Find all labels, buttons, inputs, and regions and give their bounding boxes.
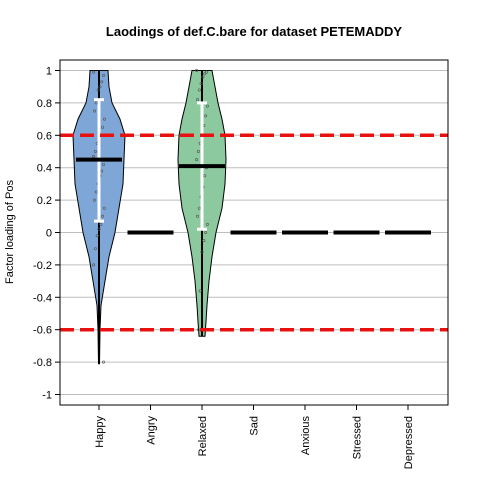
data-point xyxy=(102,360,106,364)
axes: -1 -0.8 -0.6 -0.4 -0.2 0 0.2 0.4 0.6 0.8 1 Happy Ang… xyxy=(33,66,415,470)
data-point xyxy=(203,72,207,76)
data-point xyxy=(93,150,97,154)
data-point xyxy=(101,214,105,218)
data-point xyxy=(205,222,209,226)
y-tick-label: -0.2 xyxy=(33,260,52,272)
y-tick-label: -0.6 xyxy=(33,325,52,337)
data-point xyxy=(96,88,100,92)
data-point xyxy=(101,125,105,129)
y-axis-label: Factor loading of Pos xyxy=(4,180,16,284)
data-point xyxy=(196,150,200,154)
data-point xyxy=(92,263,96,267)
data-point xyxy=(195,69,199,73)
data-point xyxy=(204,231,208,235)
data-point xyxy=(99,222,103,226)
data-point xyxy=(200,250,204,254)
data-point xyxy=(197,88,201,92)
data-point xyxy=(93,247,97,251)
y-tick-label: 0 xyxy=(46,228,52,240)
y-tick-label: 0.4 xyxy=(37,163,52,175)
data-point xyxy=(196,328,200,332)
median-bars xyxy=(76,157,431,235)
y-tick-label: -0.4 xyxy=(33,292,52,304)
x-tick-label: Depressed xyxy=(403,416,415,469)
data-point xyxy=(202,239,206,243)
x-tick-label: Happy xyxy=(94,416,106,448)
data-point xyxy=(196,98,200,102)
violins xyxy=(72,69,227,365)
data-point xyxy=(204,114,208,118)
y-tick-label: 1 xyxy=(46,66,52,78)
y-tick-label: 0.8 xyxy=(37,98,52,110)
data-point xyxy=(196,214,200,218)
data-point xyxy=(93,109,97,113)
data-point xyxy=(92,154,96,158)
data-point xyxy=(205,104,209,108)
data-point xyxy=(201,75,205,79)
data-point xyxy=(195,158,199,162)
x-tick-label: Sad xyxy=(249,416,261,436)
x-tick-label: Stressed xyxy=(352,416,364,459)
data-point xyxy=(97,227,101,231)
threshold-lines xyxy=(60,133,448,332)
data-point xyxy=(95,234,99,238)
x-tick-label: Angry xyxy=(146,416,158,445)
x-tick-label: Relaxed xyxy=(197,416,209,456)
data-point xyxy=(198,289,202,293)
chart-title: Laodings of def.C.bare for dataset PETEM… xyxy=(106,24,402,39)
y-tick-label: -0.8 xyxy=(33,357,52,369)
y-tick-label: -1 xyxy=(42,390,52,402)
data-point xyxy=(100,80,104,84)
data-point xyxy=(102,117,106,121)
data-point xyxy=(98,85,102,89)
y-tick-label: 0.2 xyxy=(37,195,52,207)
data-point xyxy=(205,70,209,74)
data-point xyxy=(102,73,106,77)
data-point xyxy=(102,206,106,210)
plot-frame xyxy=(59,59,449,406)
data-point xyxy=(92,70,96,74)
data-point xyxy=(199,81,203,85)
x-tick-label: Anxious xyxy=(300,416,312,456)
y-tick-label: 0.6 xyxy=(37,130,52,142)
data-point xyxy=(93,198,97,202)
data-point xyxy=(102,162,106,166)
